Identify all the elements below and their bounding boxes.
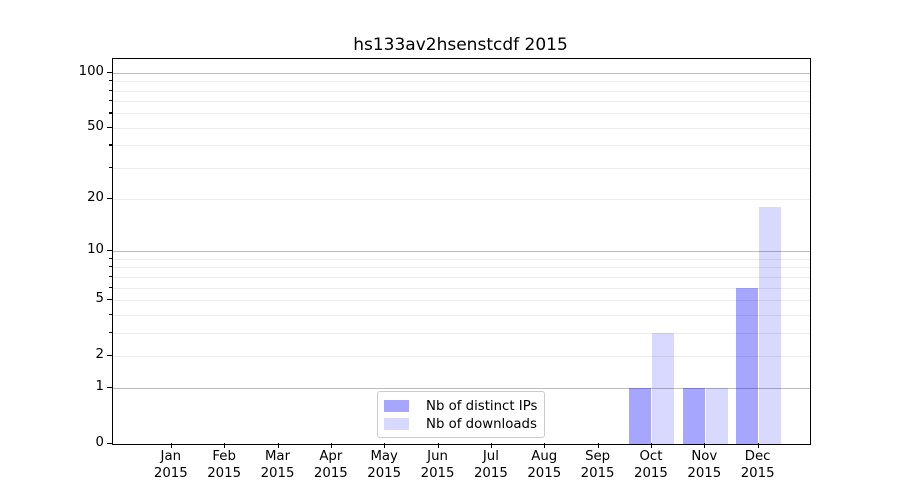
- y-tick-label: 1: [95, 379, 104, 395]
- y-tick-mark: [106, 198, 112, 200]
- chart-title: hs133av2hsenstcdf 2015: [353, 35, 568, 55]
- x-tick-label: May 2015: [367, 449, 402, 481]
- x-tick-mark: [650, 443, 653, 448]
- y-gridline-minor: [113, 81, 810, 83]
- x-tick-label: Apr 2015: [313, 449, 348, 481]
- y-tick-label: 50: [87, 118, 104, 134]
- y-tick-label: 100: [78, 63, 104, 79]
- y-gridline-minor: [113, 267, 810, 269]
- bar-downloads: [652, 332, 675, 444]
- y-gridline-minor: [113, 167, 810, 169]
- x-tick-mark: [277, 443, 279, 448]
- y-minor-tick-mark: [108, 313, 112, 315]
- bar-downloads: [705, 388, 728, 444]
- y-gridline-minor: [113, 199, 810, 201]
- y-tick-label: 2: [95, 346, 104, 362]
- y-minor-tick-mark: [108, 89, 112, 91]
- x-tick-mark: [330, 443, 333, 448]
- y-minor-tick-mark: [108, 80, 112, 82]
- legend: Nb of distinct IPs Nb of downloads: [377, 391, 545, 438]
- legend-swatch-downloads: [384, 418, 409, 430]
- x-tick-label: Jun 2015: [420, 449, 455, 481]
- y-tick-mark: [106, 354, 112, 356]
- y-gridline-minor: [113, 332, 810, 334]
- y-tick-mark: [106, 298, 112, 301]
- x-tick-label: Dec 2015: [740, 449, 775, 481]
- y-gridline-minor: [113, 101, 810, 103]
- x-tick-mark: [757, 443, 759, 448]
- x-tick-mark: [597, 443, 599, 448]
- y-tick-mark: [106, 387, 112, 389]
- y-tick-mark: [106, 126, 112, 128]
- x-tick-mark: [224, 443, 226, 448]
- y-tick-mark: [106, 71, 112, 74]
- y-minor-tick-mark: [108, 331, 112, 333]
- y-tick-label: 5: [95, 290, 104, 306]
- y-gridline-minor: [113, 355, 810, 357]
- y-minor-tick-mark: [108, 266, 112, 268]
- y-gridline-minor: [113, 90, 810, 92]
- legend-swatch-distinct-ips: [384, 400, 409, 412]
- y-gridline-minor: [113, 113, 810, 115]
- y-tick-mark: [106, 443, 112, 445]
- y-gridline-minor: [113, 276, 810, 278]
- y-gridline-minor: [113, 127, 810, 129]
- y-minor-tick-mark: [108, 166, 112, 169]
- y-tick-mark: [106, 250, 112, 252]
- x-tick-label: Sep 2015: [580, 449, 615, 481]
- x-tick-mark: [544, 443, 546, 448]
- y-gridline-minor: [113, 258, 810, 260]
- plot-area: [112, 58, 811, 445]
- y-tick-label: 0: [95, 435, 104, 450]
- y-minor-tick-mark: [108, 100, 112, 102]
- y-tick-label: 20: [87, 190, 104, 206]
- x-tick-label: Nov 2015: [687, 449, 722, 481]
- x-tick-mark: [437, 443, 439, 448]
- y-gridline-major: [113, 72, 810, 74]
- y-gridline-major: [113, 251, 810, 253]
- x-tick-label: Jul 2015: [473, 449, 508, 481]
- y-minor-tick-mark: [108, 275, 112, 277]
- x-tick-mark: [384, 443, 386, 448]
- bar-distinct-ips: [629, 388, 652, 444]
- x-tick-mark: [704, 443, 706, 448]
- y-minor-tick-mark: [108, 286, 112, 288]
- legend-label-distinct-ips: Nb of distinct IPs: [426, 398, 538, 414]
- legend-row-distinct-ips: Nb of distinct IPs: [384, 397, 538, 415]
- bar-downloads: [759, 207, 782, 444]
- x-tick-label: Aug 2015: [527, 449, 562, 481]
- y-gridline-major: [113, 388, 810, 390]
- x-tick-label: Jan 2015: [153, 449, 188, 481]
- y-minor-tick-mark: [108, 144, 112, 146]
- y-gridline-minor: [113, 299, 810, 301]
- x-tick-label: Oct 2015: [634, 449, 668, 481]
- y-minor-tick-mark: [108, 257, 112, 260]
- x-tick-label: Mar 2015: [260, 449, 295, 481]
- y-gridline-minor: [113, 314, 810, 316]
- y-tick-label: 10: [87, 242, 104, 258]
- x-tick-mark: [490, 443, 493, 448]
- bar-distinct-ips: [736, 287, 759, 444]
- legend-label-downloads: Nb of downloads: [426, 416, 537, 432]
- legend-row-downloads: Nb of downloads: [384, 415, 537, 433]
- x-tick-label: Feb 2015: [207, 449, 242, 481]
- y-gridline-minor: [113, 287, 810, 289]
- y-gridline-minor: [113, 145, 810, 147]
- bar-distinct-ips: [682, 388, 705, 444]
- y-minor-tick-mark: [108, 112, 112, 114]
- x-tick-mark: [170, 443, 172, 448]
